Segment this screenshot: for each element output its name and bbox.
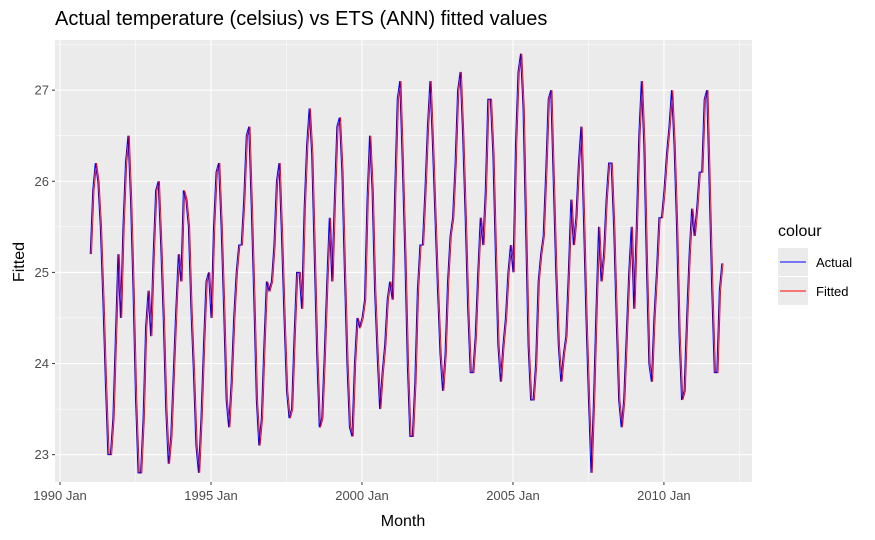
series-layer [89,53,724,474]
y-tick-label: 23 [35,447,49,462]
legend-label-actual: Actual [816,255,852,270]
y-tick-label: 25 [35,265,49,280]
y-axis: 23 24 25 26 27 [35,83,55,462]
x-tick-label: 2005 Jan [486,488,540,503]
plot-panel [55,40,752,482]
series-line-actual [89,53,723,474]
series-line-fitted [90,53,724,474]
legend-title: colour [778,223,822,240]
y-tick-label: 26 [35,174,49,189]
y-axis-title: Fitted [11,242,28,282]
y-tick-label: 27 [35,83,49,98]
x-tick-label: 1990 Jan [33,488,87,503]
chart-title: Actual temperature (celsius) vs ETS (ANN… [55,8,548,30]
x-tick-label: 2000 Jan [335,488,389,503]
y-tick-label: 24 [35,356,49,371]
legend-label-fitted: Fitted [816,284,849,299]
x-axis-title: Month [381,513,425,530]
x-axis: 1990 Jan 1995 Jan 2000 Jan 2005 Jan 2010 Jan [33,482,691,503]
x-tick-label: 1995 Jan [184,488,238,503]
legend: colour Actual Fitted [778,223,852,305]
x-tick-label: 2010 Jan [637,488,691,503]
